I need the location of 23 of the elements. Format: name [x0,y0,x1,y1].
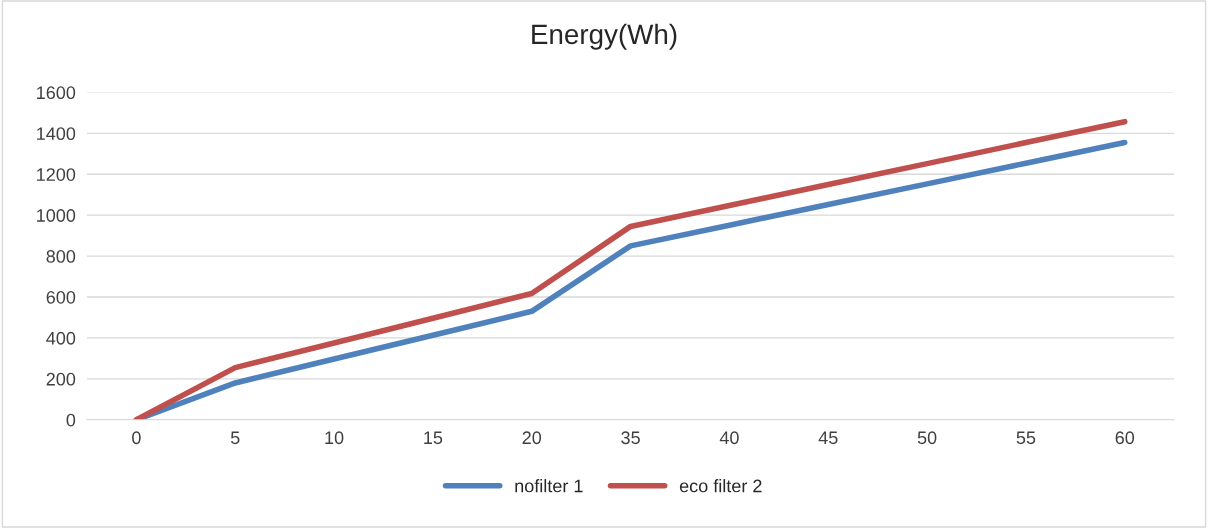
x-tick-label: 35 [621,431,640,445]
y-tick-label: 1200 [37,168,76,181]
y-tick-label: 600 [46,290,76,304]
x-tick-label: 40 [719,431,739,445]
chart-title: Energy(Wh) [532,23,677,50]
x-tick-label: 0 [132,431,141,445]
x-tick-label: 5 [230,431,240,445]
y-tick-label: 0 [66,413,76,427]
x-tick-label: 20 [522,431,542,445]
x-tick-label: 15 [424,431,443,445]
x-tick-label: 50 [917,431,937,445]
legend-label: nofilter 1 [515,479,583,493]
y-tick-label: 400 [46,331,76,345]
y-tick-label: 1000 [37,209,76,222]
legend-label: eco filter 2 [679,479,762,493]
y-tick-label: 1600 [37,86,76,100]
x-tick-label: 55 [1016,431,1036,445]
y-tick-label: 800 [46,250,76,263]
x-tick-label: 10 [325,431,344,445]
x-tick-label: 45 [818,431,838,445]
y-tick-label: 1400 [37,127,76,141]
y-tick-label: 200 [46,372,76,386]
x-tick-label: 60 [1115,431,1135,445]
